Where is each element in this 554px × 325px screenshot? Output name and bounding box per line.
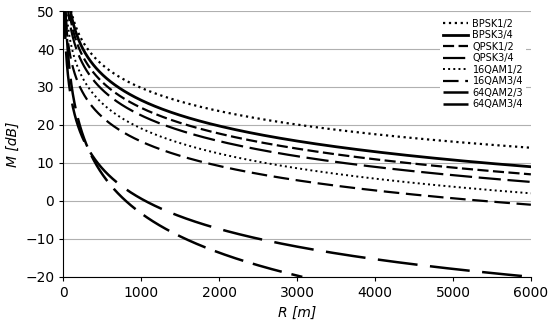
QPSK3/4 (514, 179, 520, 183)
16QAM3/4 (275, 176, 282, 179)
64QAM2/3 (188, 240, 194, 243)
QPSK3/4 (275, 151, 282, 155)
64QAM2/3 (280, 270, 287, 274)
64QAM3/4 (514, 274, 520, 278)
64QAM3/4 (288, 243, 294, 247)
BPSK3/4 (514, 164, 520, 168)
X-axis label: R [m]: R [m] (278, 306, 316, 319)
BPSK1/2 (514, 145, 521, 149)
Line: 16QAM3/4: 16QAM3/4 (64, 0, 531, 205)
Line: QPSK1/2: QPSK1/2 (64, 0, 531, 174)
16QAM3/4 (527, 203, 534, 207)
16QAM3/4 (514, 202, 520, 206)
16QAM1/2 (428, 183, 435, 187)
16QAM3/4 (428, 194, 435, 198)
BPSK1/2 (428, 138, 435, 142)
16QAM1/2 (514, 190, 521, 194)
QPSK1/2 (527, 172, 534, 176)
QPSK1/2 (275, 144, 282, 148)
BPSK1/2 (275, 120, 282, 124)
64QAM3/4 (275, 241, 282, 245)
16QAM1/2 (275, 163, 282, 167)
64QAM3/4 (428, 265, 435, 268)
QPSK1/2 (514, 171, 520, 175)
QPSK1/2 (85, 63, 91, 67)
Legend: BPSK1/2, BPSK3/4, QPSK1/2, QPSK3/4, 16QAM1/2, 16QAM3/4, 64QAM2/3, 64QAM3/4: BPSK1/2, BPSK3/4, QPSK1/2, QPSK3/4, 16QA… (440, 16, 526, 112)
16QAM1/2 (288, 165, 294, 169)
BPSK3/4 (527, 165, 534, 169)
Line: BPSK3/4: BPSK3/4 (64, 0, 531, 167)
16QAM1/2 (514, 190, 520, 194)
QPSK1/2 (288, 146, 294, 150)
16QAM1/2 (85, 85, 91, 89)
BPSK1/2 (288, 122, 294, 126)
BPSK3/4 (85, 56, 91, 59)
Line: 16QAM1/2: 16QAM1/2 (64, 0, 531, 193)
64QAM2/3 (120, 196, 126, 200)
64QAM2/3 (196, 243, 203, 247)
QPSK1/2 (514, 171, 521, 175)
QPSK3/4 (288, 153, 294, 157)
Line: 64QAM2/3: 64QAM2/3 (64, 0, 302, 277)
16QAM1/2 (527, 191, 534, 195)
64QAM3/4 (527, 275, 534, 279)
16QAM3/4 (85, 99, 91, 103)
QPSK3/4 (527, 180, 534, 184)
Line: QPSK3/4: QPSK3/4 (64, 0, 531, 182)
64QAM3/4 (514, 274, 521, 278)
BPSK1/2 (527, 146, 534, 150)
64QAM2/3 (182, 237, 189, 241)
BPSK1/2 (85, 47, 91, 51)
16QAM3/4 (288, 177, 294, 181)
BPSK3/4 (275, 136, 282, 140)
64QAM2/3 (299, 275, 306, 279)
16QAM3/4 (514, 202, 521, 206)
Line: 64QAM3/4: 64QAM3/4 (64, 0, 531, 277)
BPSK3/4 (514, 164, 521, 168)
Y-axis label: M [dB]: M [dB] (6, 121, 19, 167)
QPSK3/4 (85, 71, 91, 75)
QPSK1/2 (428, 163, 435, 167)
QPSK3/4 (514, 179, 521, 183)
64QAM2/3 (104, 178, 110, 182)
BPSK1/2 (514, 145, 520, 149)
BPSK3/4 (428, 156, 435, 160)
64QAM3/4 (85, 147, 91, 150)
QPSK3/4 (428, 171, 435, 175)
Line: BPSK1/2: BPSK1/2 (64, 0, 531, 148)
BPSK3/4 (288, 138, 294, 142)
